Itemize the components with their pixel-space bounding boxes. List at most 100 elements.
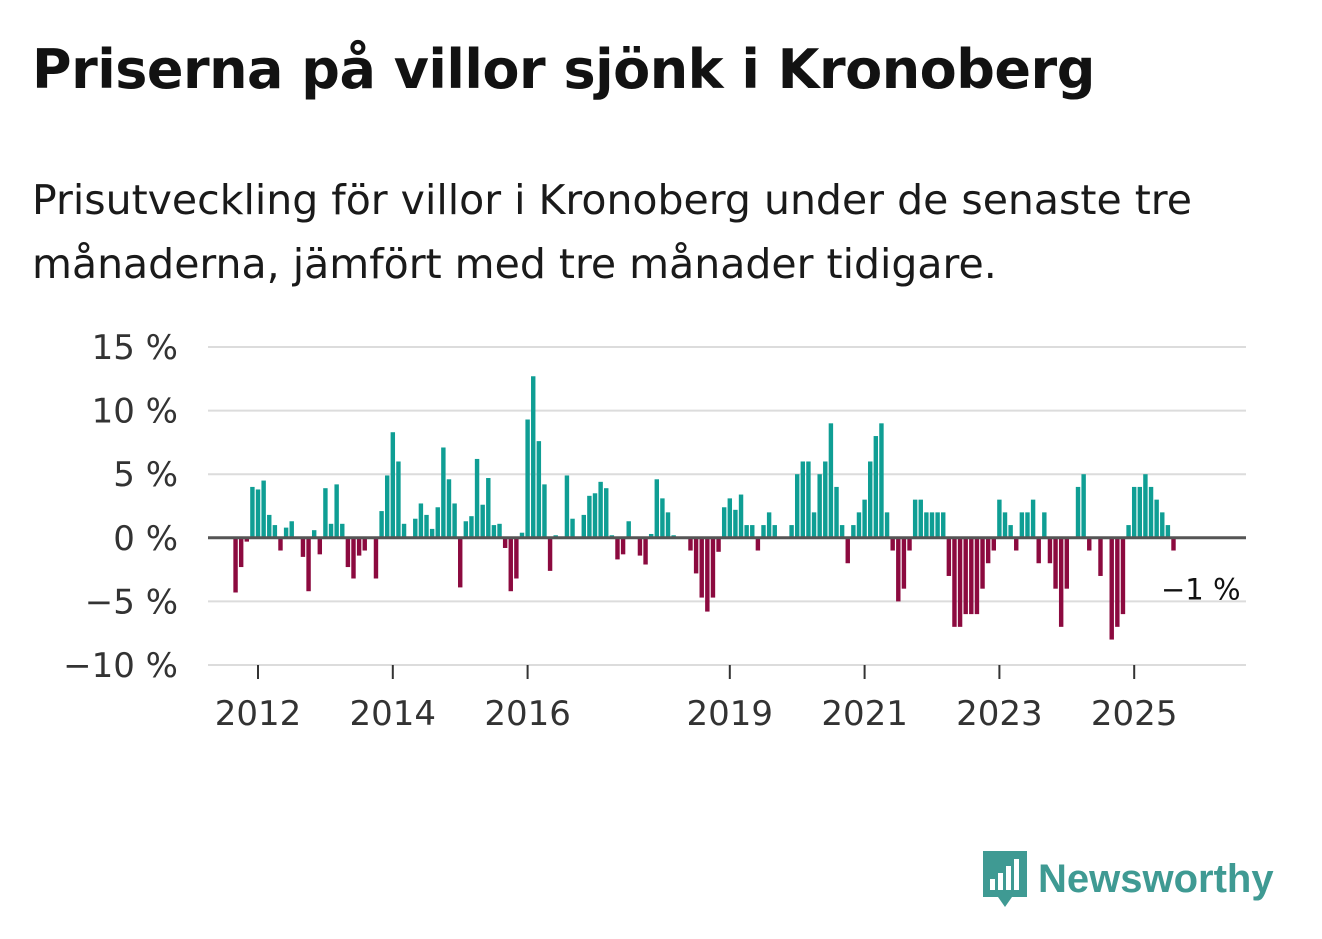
bar <box>811 512 817 538</box>
bar <box>828 423 834 538</box>
bar <box>699 537 704 598</box>
bar <box>750 525 755 538</box>
last-value-label: −1 % <box>1161 573 1241 607</box>
bar <box>845 537 850 564</box>
bar <box>1081 474 1086 538</box>
x-tick-label: 2014 <box>350 694 437 734</box>
bar <box>901 537 907 589</box>
bar <box>744 525 749 538</box>
bar <box>486 478 491 538</box>
bar <box>912 499 918 538</box>
bar <box>1014 537 1019 551</box>
bar <box>323 488 328 538</box>
bar <box>351 537 356 579</box>
bar <box>233 537 238 593</box>
bar <box>1143 474 1148 538</box>
bar <box>435 507 440 538</box>
bar <box>924 512 929 538</box>
bar <box>766 512 772 538</box>
y-tick-label: 15 % <box>92 328 178 368</box>
bar <box>469 516 474 538</box>
bar <box>424 514 429 538</box>
bar <box>851 525 856 538</box>
bar <box>429 528 435 538</box>
bar <box>390 432 396 538</box>
bar <box>890 537 895 551</box>
bar <box>1109 537 1114 640</box>
bar <box>328 523 334 538</box>
bar <box>418 503 424 538</box>
bar <box>598 481 603 538</box>
bar <box>794 474 800 538</box>
x-tick-label: 2016 <box>484 694 571 734</box>
bar <box>1053 537 1058 589</box>
bar <box>536 441 542 538</box>
bar <box>311 530 317 538</box>
bar <box>604 488 609 538</box>
bar <box>660 498 665 538</box>
bar <box>710 537 716 598</box>
bar <box>362 537 367 551</box>
bar <box>491 525 497 538</box>
bar <box>643 537 648 565</box>
bar <box>733 509 738 538</box>
bar <box>834 486 839 538</box>
bar <box>626 521 631 538</box>
bar <box>1171 537 1176 551</box>
bar <box>306 537 311 592</box>
bar <box>705 537 710 612</box>
bar <box>267 514 272 538</box>
bar <box>514 537 519 579</box>
bar <box>317 537 323 555</box>
bar <box>384 475 390 538</box>
bar-chart-badge-icon <box>983 851 1027 907</box>
brand-name: Newsworthy <box>1038 856 1274 901</box>
y-tick-label: −10 % <box>63 646 178 686</box>
bar <box>665 512 671 538</box>
brand-logo: Newsworthy <box>980 848 1274 910</box>
bar <box>1058 537 1064 627</box>
bar <box>1131 486 1137 538</box>
bar <box>401 523 407 538</box>
bar <box>1137 486 1143 538</box>
bar <box>1019 512 1025 538</box>
bar <box>991 537 996 551</box>
bar <box>1047 537 1053 564</box>
bar <box>941 512 946 538</box>
bar <box>648 533 654 538</box>
chart-title: Priserna på villor sjönk i Kronoberg <box>32 38 1095 101</box>
bar <box>615 537 620 560</box>
bar <box>884 512 890 538</box>
bar <box>1064 537 1069 589</box>
bar <box>396 461 401 538</box>
bar <box>839 525 845 538</box>
bar <box>1115 537 1120 627</box>
bar <box>620 537 626 555</box>
bar <box>531 376 536 538</box>
bar <box>761 525 766 538</box>
bar <box>244 537 249 542</box>
bar <box>1036 537 1041 564</box>
bar <box>862 499 867 538</box>
bar <box>721 507 727 538</box>
bar <box>1098 537 1103 576</box>
bar <box>980 537 985 589</box>
bar <box>255 489 261 538</box>
bar <box>755 537 761 551</box>
bar <box>963 537 968 615</box>
bar <box>452 503 457 538</box>
bar <box>1030 499 1036 538</box>
bar <box>1042 512 1047 538</box>
bar <box>969 537 974 615</box>
y-tick-label: 0 % <box>113 519 178 559</box>
bar <box>952 537 957 627</box>
x-tick-label: 2012 <box>215 694 302 734</box>
bar <box>873 436 879 538</box>
bar <box>946 537 952 576</box>
y-tick-label: 10 % <box>92 392 178 432</box>
bar <box>564 475 570 538</box>
bar <box>340 523 345 538</box>
bar <box>373 537 379 579</box>
bar <box>1008 525 1013 538</box>
bar <box>800 461 806 538</box>
